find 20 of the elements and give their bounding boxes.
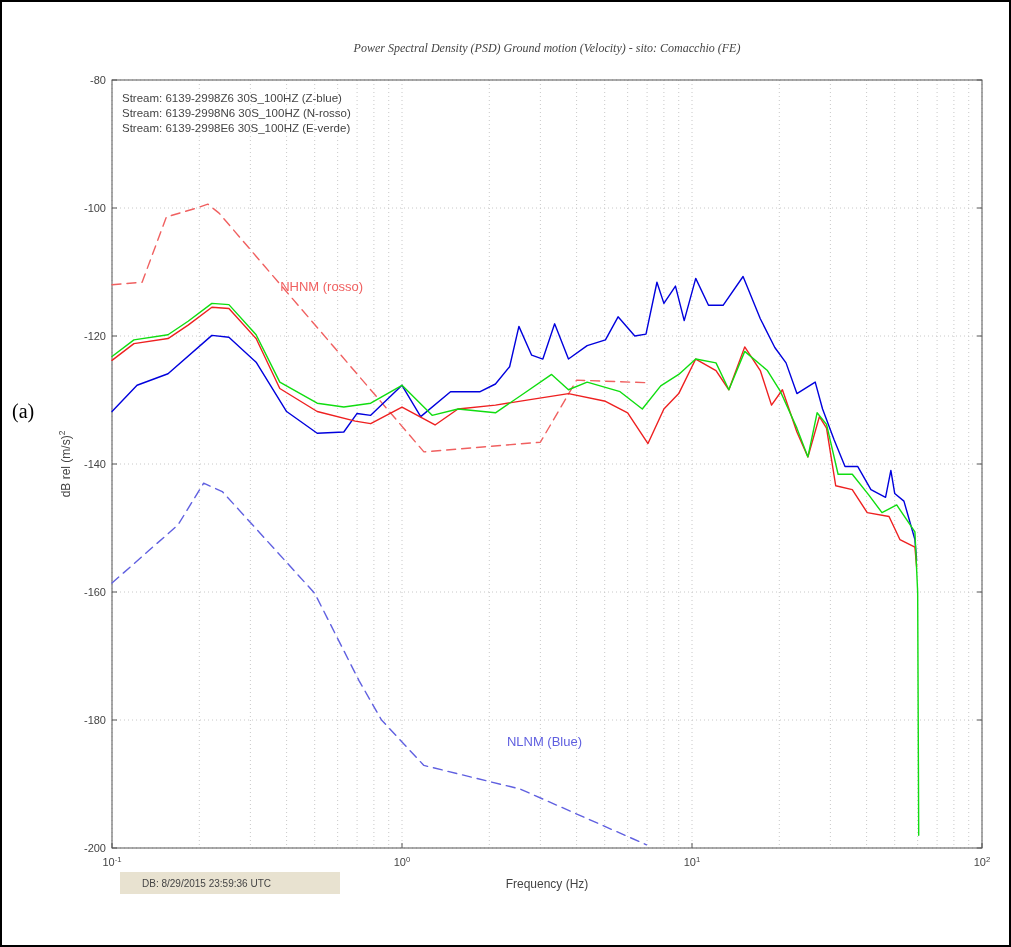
y-tick-label: -180 <box>83 714 106 726</box>
text: DB: 8/29/2015 23:59:36 UTC <box>142 878 271 889</box>
text: NLNM (Blue) <box>506 733 583 749</box>
x-axis-title: Frequency (Hz) <box>505 877 589 891</box>
y-tick-label: -100 <box>83 202 106 214</box>
x-tick-label: 10$^{0}$ <box>393 854 411 868</box>
chart-title: Power Spectral Density (PSD) Ground motion (Velocity) - sito: Comacchio (FE) <box>352 41 741 55</box>
y-tick-label: -200 <box>83 842 106 854</box>
annotation: Stream: 6139-2998Z6 30S_100HZ (Z-blue) <box>122 92 343 104</box>
y-tick-label: -140 <box>83 458 106 470</box>
y-tick-label: -160 <box>83 586 106 598</box>
x-tick-label: 10$^{1}$ <box>683 854 701 868</box>
series-label: NHNM (rosso) <box>280 279 364 295</box>
y-tick-label: -120 <box>83 330 106 342</box>
annotation: Stream: 6139-2998E6 30S_100HZ (E-verde) <box>122 122 351 134</box>
text: (a) <box>12 400 35 423</box>
y-tick-label: -80 <box>90 74 106 86</box>
x-tick-label: 10$^{2}$ <box>973 854 991 868</box>
x-tick-label: 10$^{-1}$ <box>102 854 122 868</box>
annotation: Stream: 6139-2998N6 30S_100HZ (N-rosso) <box>122 107 351 119</box>
